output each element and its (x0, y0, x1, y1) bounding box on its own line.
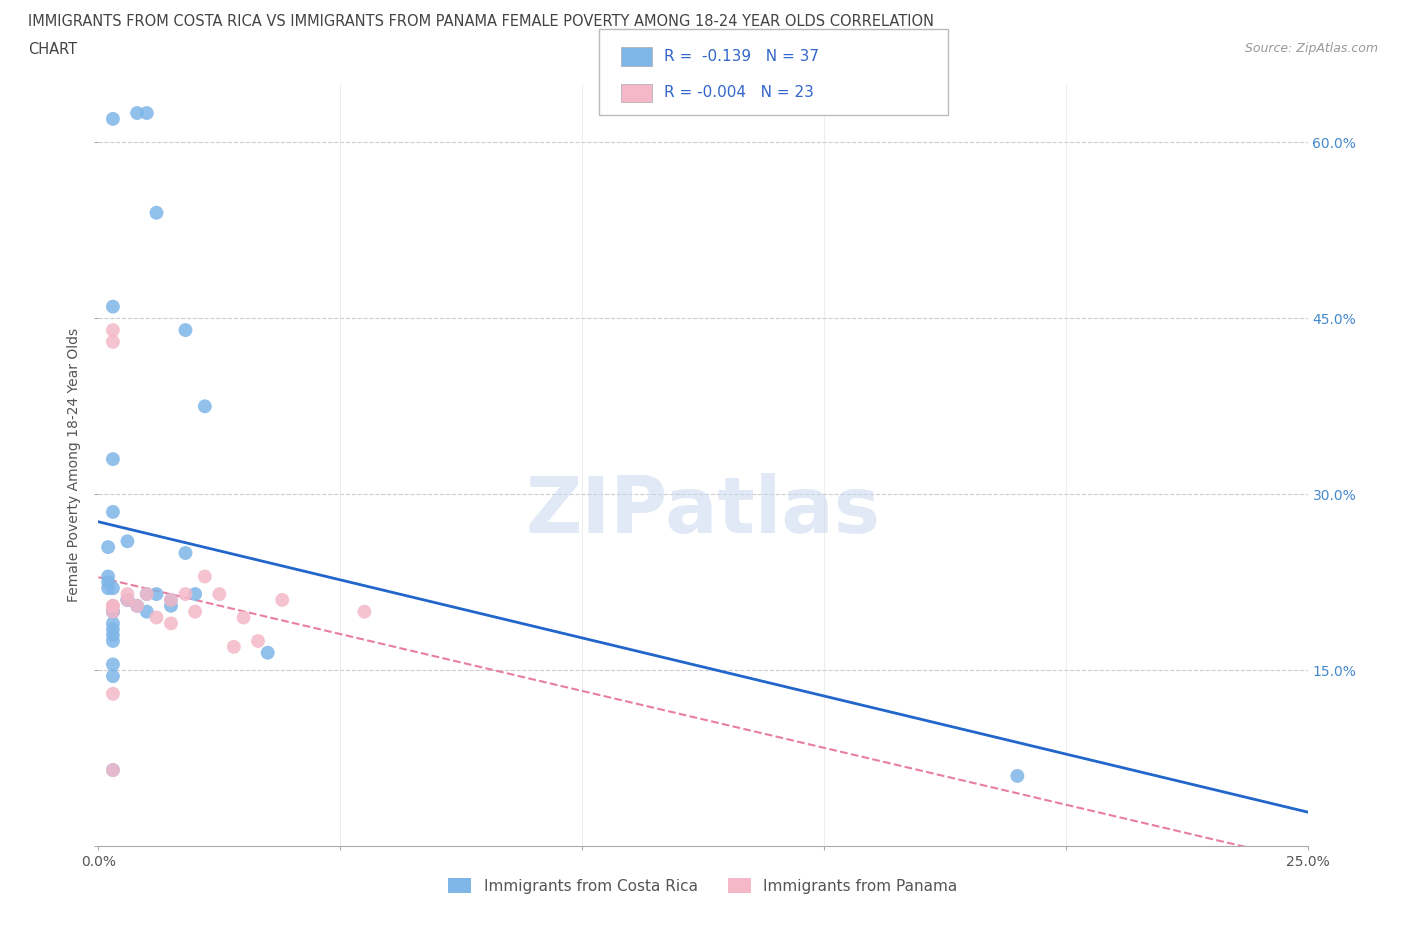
Point (101, 323, 124, 338)
Point (101, 598, 124, 613)
Point (135, 587, 157, 602)
Point (145, 206, 167, 220)
Point (127, 598, 149, 613)
Point (101, 633, 124, 648)
Point (127, 598, 149, 613)
Point (101, 763, 124, 777)
Text: Source: ZipAtlas.com: Source: ZipAtlas.com (1244, 42, 1378, 55)
Point (127, 106, 149, 121)
Point (174, 323, 197, 338)
Point (353, 604, 375, 619)
Point (101, 504, 124, 519)
Text: R = -0.004   N = 23: R = -0.004 N = 23 (664, 86, 814, 100)
Point (101, 299, 124, 314)
Point (271, 592, 294, 607)
Point (208, 587, 231, 602)
Point (101, 598, 124, 613)
Point (194, 569, 217, 584)
Point (97, 539, 120, 554)
Point (160, 592, 183, 607)
Point (160, 592, 183, 607)
Y-axis label: Female Poverty Among 18-24 Year Olds: Female Poverty Among 18-24 Year Olds (67, 328, 82, 602)
Point (101, 657, 124, 671)
Point (145, 610, 167, 625)
Point (101, 112, 124, 126)
Point (117, 534, 139, 549)
Point (194, 399, 217, 414)
Point (101, 604, 124, 619)
Point (232, 610, 254, 625)
Text: IMMIGRANTS FROM COSTA RICA VS IMMIGRANTS FROM PANAMA FEMALE POVERTY AMONG 18-24 : IMMIGRANTS FROM COSTA RICA VS IMMIGRANTS… (28, 14, 934, 29)
Point (97, 580, 120, 595)
Point (101, 622, 124, 637)
Point (174, 587, 197, 602)
Point (97, 575, 120, 590)
Point (117, 587, 139, 602)
Point (184, 587, 207, 602)
Point (117, 592, 139, 607)
Point (117, 592, 139, 607)
Point (101, 604, 124, 619)
Point (1007, 768, 1029, 783)
Point (101, 669, 124, 684)
Point (101, 604, 124, 619)
Point (256, 645, 278, 660)
Point (117, 592, 139, 607)
Point (101, 580, 124, 595)
Text: R =  -0.139   N = 37: R = -0.139 N = 37 (664, 49, 818, 64)
Point (135, 587, 157, 602)
Point (135, 604, 157, 619)
Point (174, 546, 197, 561)
Point (101, 763, 124, 777)
Point (101, 628, 124, 643)
Legend: Immigrants from Costa Rica, Immigrants from Panama: Immigrants from Costa Rica, Immigrants f… (443, 871, 963, 899)
Point (184, 604, 207, 619)
Point (160, 616, 183, 631)
Point (101, 604, 124, 619)
Point (222, 640, 245, 655)
Point (145, 587, 167, 602)
Point (135, 106, 157, 121)
Point (247, 633, 270, 648)
Point (101, 335, 124, 350)
Point (97, 569, 120, 584)
Text: ZIPatlas: ZIPatlas (526, 472, 880, 549)
Point (101, 686, 124, 701)
Point (160, 598, 183, 613)
Point (101, 452, 124, 467)
Text: CHART: CHART (28, 42, 77, 57)
Point (101, 616, 124, 631)
